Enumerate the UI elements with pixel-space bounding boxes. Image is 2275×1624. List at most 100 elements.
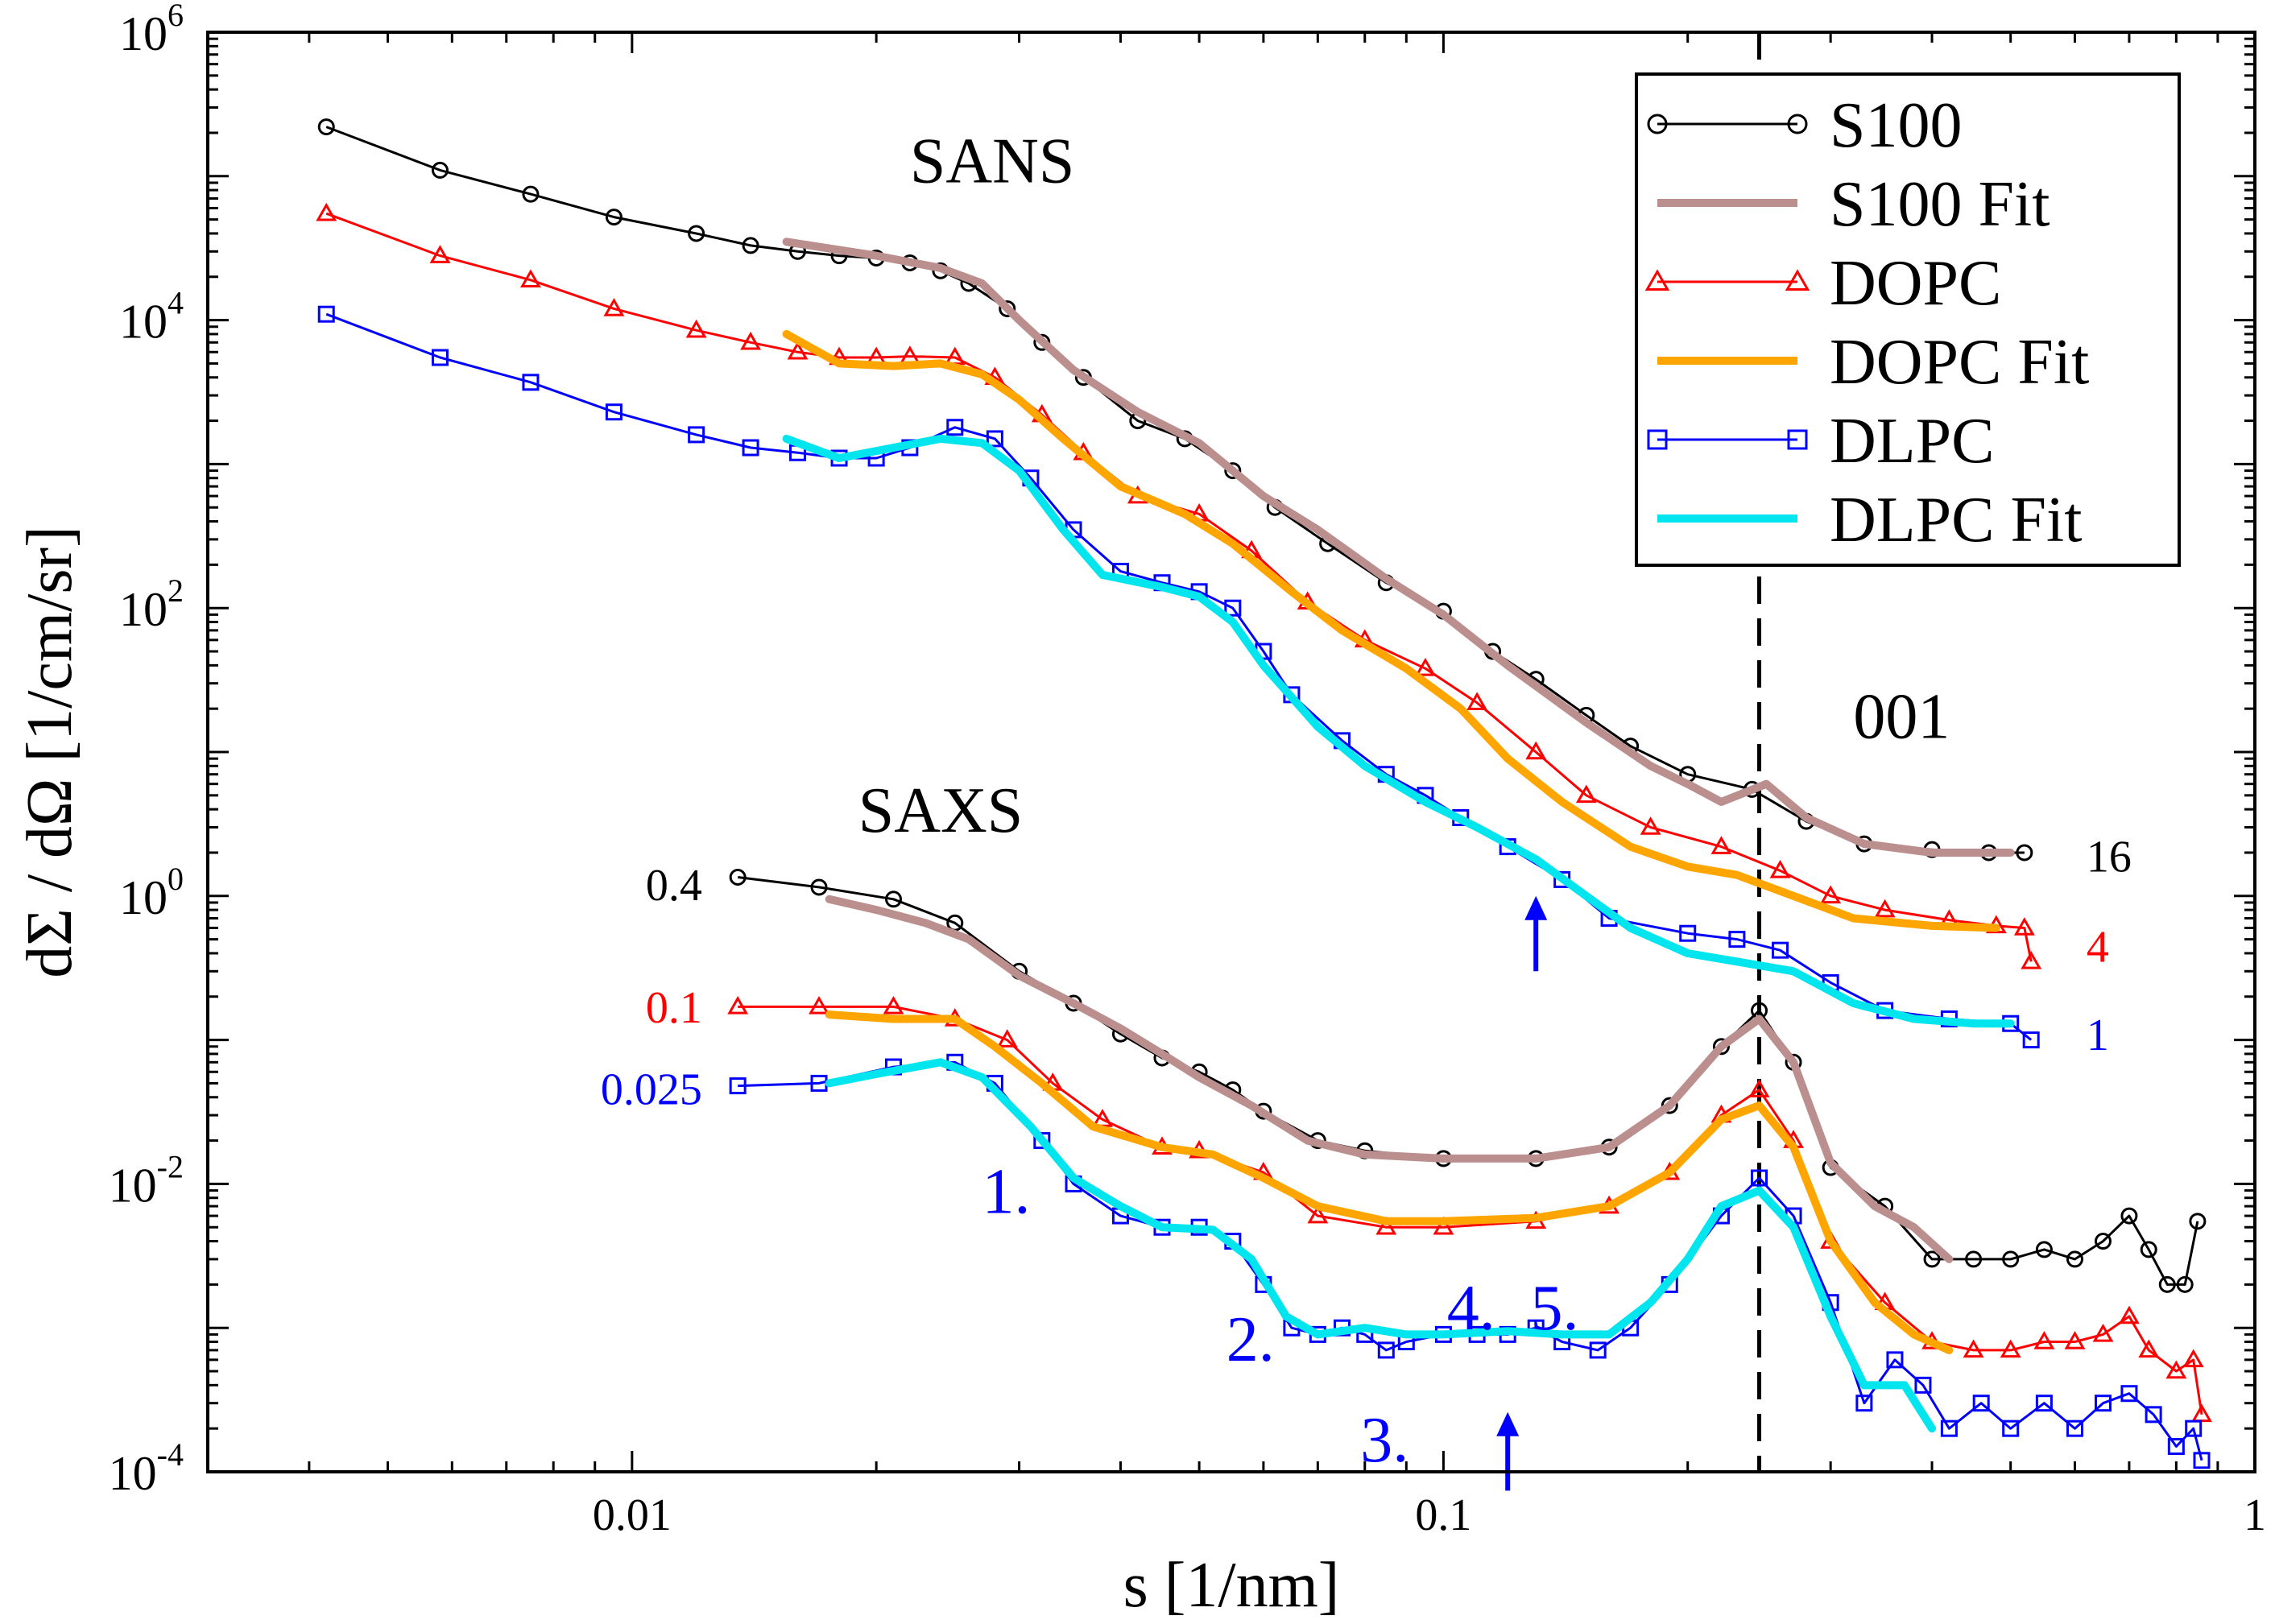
- legend-marker: [1644, 269, 1670, 291]
- x-axis-label: s [1/nm]: [1123, 1550, 1340, 1621]
- data-point: [2002, 1250, 2020, 1268]
- data-point: [742, 439, 759, 457]
- annotation-label: 16: [2087, 833, 2132, 882]
- x-tick-label: 0.1: [1415, 1490, 1471, 1540]
- data-point: [2189, 1213, 2207, 1230]
- data-point: [729, 1077, 747, 1095]
- data-point: [999, 300, 1016, 317]
- data-point: [2066, 1419, 2083, 1437]
- data-point: [729, 868, 747, 886]
- data-point: [2167, 1438, 2185, 1456]
- data-point: [2035, 1395, 2053, 1412]
- data-point: [1820, 885, 1842, 904]
- data-point: [2013, 917, 2035, 936]
- data-point: [685, 319, 707, 338]
- annotation-label: 0.4: [646, 861, 702, 911]
- data-point: [2035, 1241, 2053, 1258]
- y-tick-base: 10: [119, 871, 168, 924]
- annotation-label: 1.: [982, 1157, 1030, 1228]
- legend-label: S100 Fit: [1830, 169, 2050, 240]
- y-tick-base: 10: [119, 295, 168, 349]
- fit-line: [782, 238, 2015, 857]
- annotation-label: 0.025: [601, 1064, 702, 1114]
- axis-ticks: [206, 32, 2255, 1473]
- data-point: [2138, 1339, 2160, 1358]
- data-point: [1751, 1169, 1768, 1187]
- data-point: [605, 209, 623, 226]
- y-tick-base: 10: [119, 7, 168, 60]
- annotation-label: 2.: [1226, 1304, 1275, 1375]
- series-saxs-dopc-fit: [825, 1010, 1954, 1354]
- annotations: SANS SAXS 001 16 4 1 0.4 0.1 0.025 1. 2. 3. 4. 5.: [601, 126, 2132, 1475]
- data-point: [1940, 1419, 1958, 1437]
- legend-label: DLPC: [1830, 406, 1995, 477]
- data-point: [429, 245, 451, 263]
- data-point: [2033, 1331, 2055, 1349]
- legend-marker: [1787, 114, 1808, 134]
- data-point: [1224, 462, 1242, 480]
- data-point: [1772, 941, 1789, 959]
- y-tick-label: 102: [119, 572, 184, 636]
- data-point: [431, 161, 449, 179]
- y-tick-base: 10: [109, 1447, 157, 1500]
- y-tick-exp: 2: [168, 572, 184, 609]
- data-point: [986, 430, 1003, 448]
- data-point: [522, 185, 540, 203]
- data-point: [2176, 1275, 2194, 1293]
- data-point: [1433, 1216, 1454, 1235]
- annotation-label: 3.: [1360, 1405, 1408, 1476]
- y-tick-exp: 0: [168, 861, 184, 897]
- plot-frame: [206, 31, 2256, 1473]
- data-point: [1712, 1038, 1730, 1056]
- data-point: [2193, 1452, 2211, 1469]
- series-sans-s100-fit: [782, 238, 2015, 857]
- data-point: [317, 118, 335, 136]
- data-point: [787, 341, 809, 360]
- data-point: [810, 878, 828, 896]
- y-axis-label: dΣ / dΩ [1/cm/sr]: [14, 526, 85, 977]
- data-point: [2002, 1419, 2020, 1437]
- x-tick-label: 1: [2244, 1490, 2266, 1540]
- y-tick-exp: 4: [168, 285, 184, 321]
- data-point: [2021, 950, 2042, 969]
- data-point: [1375, 1216, 1397, 1235]
- data-point: [2120, 1385, 2138, 1403]
- data-point: [1640, 816, 1661, 835]
- data-point: [1466, 692, 1488, 711]
- legend-label: DLPC Fit: [1830, 485, 2082, 556]
- y-tick-label: 104: [119, 285, 184, 349]
- data-point: [1307, 1205, 1329, 1224]
- series-saxs-dlpc-fit: [825, 1058, 1936, 1433]
- fit-line: [825, 895, 1954, 1263]
- annotation-label: SAXS: [858, 775, 1024, 846]
- data-point: [2092, 1324, 2114, 1342]
- legend-label: S100: [1830, 90, 1963, 161]
- annotation-label: 4: [2087, 922, 2109, 972]
- annotation-label: SANS: [910, 126, 1075, 196]
- data-point: [2118, 1305, 2140, 1324]
- data-point: [2016, 844, 2033, 862]
- data-point: [883, 996, 904, 1014]
- y-tick-exp: 6: [168, 0, 184, 33]
- y-tick-label: 100: [119, 861, 184, 924]
- data-line: [325, 312, 2033, 1041]
- legend-label: DOPC: [1830, 248, 2001, 319]
- annotation-label: 0.1: [646, 983, 702, 1033]
- data-point: [1661, 1097, 1678, 1114]
- data-point: [1728, 931, 1746, 948]
- data-point: [742, 237, 759, 254]
- data-point: [1972, 1395, 1990, 1412]
- data-point: [996, 1029, 1018, 1048]
- annotation-label: 001: [1853, 681, 1950, 752]
- data-point: [2165, 1360, 2187, 1379]
- data-point: [2022, 1031, 2040, 1049]
- data-point: [1963, 1339, 1984, 1358]
- series-sans-dlpc-fit: [782, 434, 2015, 1028]
- data-point: [740, 331, 762, 350]
- data-point: [2066, 1250, 2083, 1268]
- series-group: [316, 118, 2212, 1469]
- data-point: [2140, 1241, 2157, 1258]
- data-point: [1886, 1351, 1904, 1369]
